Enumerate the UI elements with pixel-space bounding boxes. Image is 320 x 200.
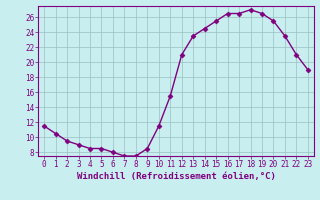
X-axis label: Windchill (Refroidissement éolien,°C): Windchill (Refroidissement éolien,°C)	[76, 172, 276, 181]
